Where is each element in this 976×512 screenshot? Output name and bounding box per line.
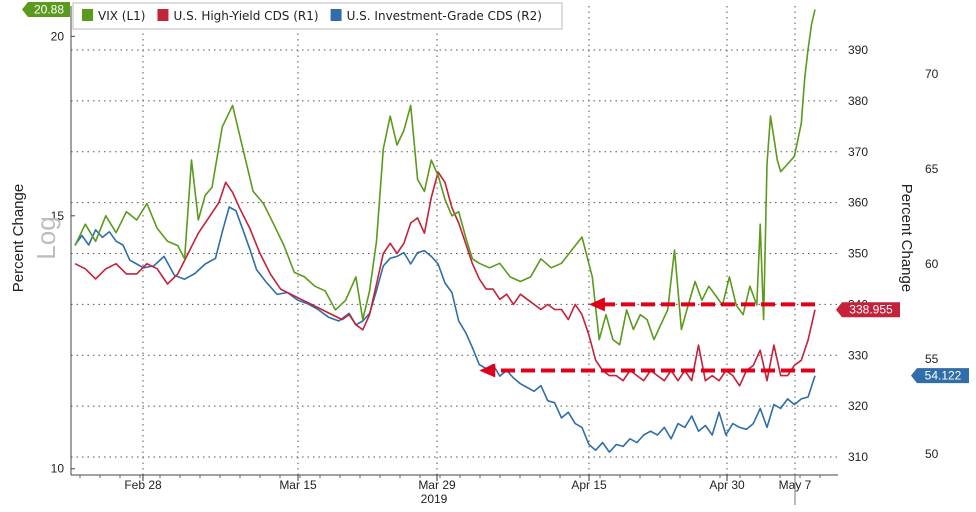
r1-tick-label: 390 <box>848 43 868 57</box>
r1-tick-label: 320 <box>848 399 868 413</box>
r1-tick-label: 380 <box>848 94 868 108</box>
right-axis-title: Percent Change <box>898 184 915 292</box>
value-tag-layer: 20.88 338.955 54.122 <box>22 1 969 384</box>
last-value-tag-r1 <box>836 302 900 318</box>
dashed-arrow-head <box>588 297 605 312</box>
legend-label: U.S. High-Yield CDS (R1) <box>173 9 318 23</box>
series-line-left <box>74 9 816 346</box>
legend-swatch <box>330 9 342 21</box>
r2-tick-label: 50 <box>925 447 939 461</box>
r1-tick-label: 350 <box>848 247 868 261</box>
last-value-label: 54.122 <box>925 369 962 383</box>
legend-label: U.S. Investment-Grade CDS (R2) <box>347 9 542 23</box>
dashed-arrow-head <box>479 363 496 378</box>
series-layer <box>74 9 816 453</box>
r2-tick-label: 55 <box>925 352 939 366</box>
legend-swatch <box>157 9 169 21</box>
log-scale-label: Log <box>31 216 61 259</box>
left-axis-title: Percent Change <box>10 184 27 292</box>
r2-tick-label: 60 <box>925 257 939 271</box>
left-tick-label: 10 <box>51 462 65 476</box>
grid <box>71 6 838 475</box>
r1-tick-label: 360 <box>848 196 868 210</box>
last-value-label: 20.88 <box>34 2 64 16</box>
tick-layer: Feb 28 Mar 15 Mar 29 Apr 15 Apr 30 May 710152… <box>51 29 939 505</box>
legend: VIX (L1) U.S. High-Yield CDS (R1) U.S. Inv… <box>72 2 563 30</box>
last-value-tag-left <box>22 1 70 17</box>
r1-tick-label: 310 <box>848 450 868 464</box>
last-value-label: 338.955 <box>849 303 893 317</box>
legend-box <box>72 2 563 30</box>
r2-tick-label: 70 <box>925 67 939 81</box>
x-tick-label: Feb 28 <box>124 478 162 492</box>
series-line-r1 <box>74 171 816 387</box>
year-label: 2019 <box>421 492 448 506</box>
plot-frame <box>70 6 838 476</box>
x-tick-label: Apr 15 <box>571 478 607 492</box>
annotation-layer <box>479 297 815 378</box>
left-tick-label: 15 <box>51 209 65 223</box>
legend-label: VIX (L1) <box>98 9 145 23</box>
legend-swatch <box>82 9 93 21</box>
r1-tick-label: 370 <box>848 145 868 159</box>
r2-tick-label: 65 <box>925 162 939 176</box>
x-tick-label: Mar 29 <box>418 478 456 492</box>
x-tick-label: Apr 30 <box>709 478 745 492</box>
last-value-tag-r2 <box>911 368 969 384</box>
series-line-r2 <box>74 206 816 453</box>
left-tick-label: 20 <box>51 29 65 43</box>
x-tick-label: Mar 15 <box>279 478 317 492</box>
r1-tick-label: 330 <box>848 348 868 362</box>
